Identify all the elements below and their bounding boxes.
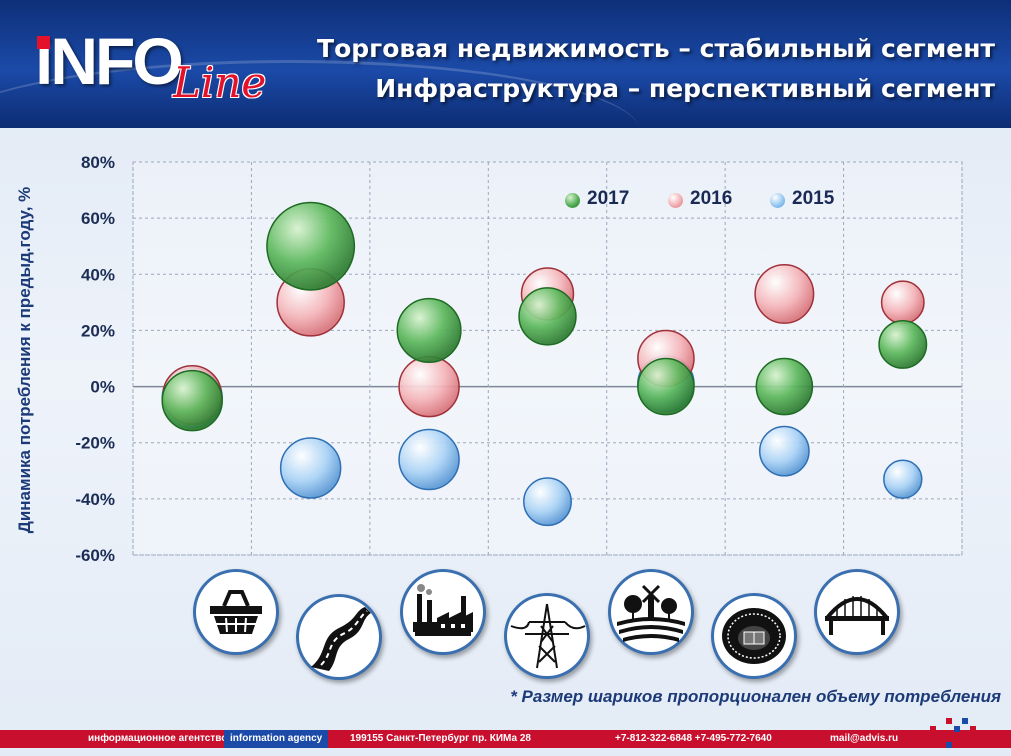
y-tick-label: 20% [81,321,115,340]
logo-dot [37,36,50,49]
page-title-line1: Торговая недвижимость – стабильный сегме… [317,34,995,63]
bubble-2017-industry [396,297,462,363]
bubble-2015-industry [398,428,460,491]
chart-bubbles [161,201,928,527]
legend-label-2015: 2015 [792,188,835,209]
y-tick-label: -20% [75,434,115,453]
header-banner: iNFO Line Торговая недвижимость – стабил… [0,0,1011,128]
logo-line-text: Line [173,58,267,107]
shopping-basket-icon [193,569,279,655]
infoline-logo: iNFO Line [35,24,295,104]
footer-email: mail@advis.ru [830,733,899,744]
power-line-icon [504,593,590,679]
factory-icon [400,569,486,655]
legend-swatch-2017 [565,193,580,208]
legend-label-2017: 2017 [587,188,630,209]
footer-address: 199155 Санкт-Петербург пр. КИМа 28 [350,733,531,744]
bubble-2015-road [279,437,342,499]
y-tick-label: 60% [81,209,115,228]
y-tick-label: 0% [90,378,115,397]
bubble-2015-power-line [523,477,572,527]
bubble-size-note: * Размер шариков пропорционален объему п… [510,687,1001,706]
bridge-icon [814,569,900,655]
y-axis-ticks: -60% -40% -20% 0% 20% 40% 60% 80% [75,153,115,565]
bubble-2017-power-line [518,287,577,346]
footer-agency-ru: информационное агентство [88,733,228,744]
footer-agency-en: information agency [224,730,329,748]
footer-bar: информационное агентство information age… [0,730,1011,748]
road-icon [296,594,382,680]
page-title-line2: Инфраструктура – перспективный сегмент [375,74,995,103]
farm-icon [608,569,694,655]
bubble-2015-bridge [883,459,923,499]
logo-info-text: iNFO [35,24,184,98]
bubble-2016-stadium [754,263,815,324]
y-tick-label: 80% [81,153,115,172]
stadium-icon [711,593,797,679]
bubble-2016-bridge [880,280,925,325]
bubble-2017-retail-basket [161,369,223,432]
bubble-2016-industry [398,355,460,418]
y-tick-label: 40% [81,265,115,284]
bubble-2017-stadium [755,357,814,416]
bubble-2017-bridge [878,319,928,369]
y-tick-label: -40% [75,490,115,509]
legend-swatch-2015 [770,193,785,208]
legend-swatch-2016 [668,193,683,208]
bubble-2017-agriculture [637,357,695,416]
bubble-2015-stadium [758,425,810,477]
bubble-2017-road [266,201,356,291]
footer-pixel-decoration [922,714,982,754]
y-axis-label: Динамика потребления к предыд.году, % [15,186,34,534]
bubble-chart: -60% -40% -20% 0% 20% 40% 60% 80% [75,153,963,565]
header-swoosh [0,60,640,128]
y-tick-label: -60% [75,546,115,565]
legend-label-2016: 2016 [690,188,733,209]
footer-phones: +7-812-322-6848 +7-495-772-7640 [615,733,772,744]
